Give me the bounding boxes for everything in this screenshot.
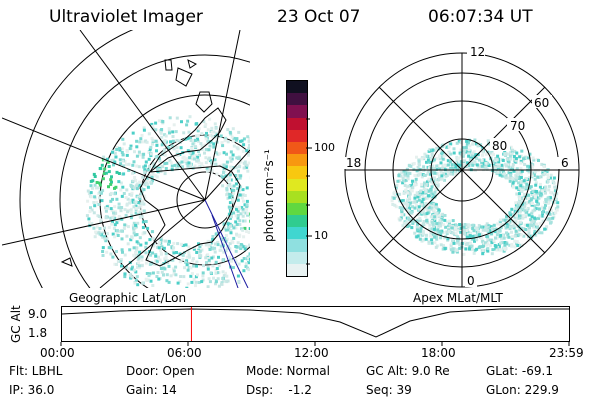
geo-grid — [2, 30, 250, 288]
mlt-12-label: 12 — [470, 45, 486, 59]
time-label: 06:07:34 UT — [428, 7, 533, 27]
colorbar-segment — [287, 227, 307, 240]
mlt-18-label: 18 — [346, 156, 362, 170]
status-gc-alt: GC Alt: 9.0 Re — [366, 364, 450, 378]
status-door: Door: Open — [126, 364, 195, 378]
status-glat: GLat: -69.1 — [486, 364, 553, 378]
left-map-caption: Geographic Lat/Lon — [69, 291, 187, 305]
timeline-panel — [61, 306, 570, 342]
aurora-oval-magnetic — [390, 138, 560, 256]
colorbar-segment — [287, 178, 307, 191]
colorbar-segment — [287, 202, 307, 216]
right-map-caption: Apex MLat/MLT — [413, 291, 503, 305]
app-title: Ultraviolet Imager — [49, 7, 203, 27]
colorbar-segment — [287, 81, 307, 94]
mlt-0-label: 0 — [467, 274, 475, 288]
colorbar-segment — [287, 263, 307, 276]
timeline-axis-label: GC Alt — [9, 305, 23, 343]
status-glon: GLon: 229.9 — [486, 383, 559, 397]
status-mode: Mode: Normal — [246, 364, 330, 378]
colorbar-segment — [287, 93, 307, 106]
colorbar-segment — [287, 239, 307, 252]
colorbar-segment — [287, 166, 307, 179]
colorbar-segment — [287, 154, 307, 167]
colorbar-segment — [287, 251, 307, 264]
timeline-y-top: 9.0 — [28, 307, 48, 321]
timeline-tick-1200: 12:00 — [294, 346, 329, 360]
lat-80-label: 80 — [492, 139, 508, 153]
colorbar-segment — [287, 117, 307, 130]
status-seq: Seq: 39 — [366, 383, 412, 397]
colorbar-segment — [287, 129, 307, 142]
colorbar-segment — [287, 215, 307, 228]
timeline-tick-1800: 18:00 — [421, 346, 456, 360]
date-label: 23 Oct 07 — [277, 7, 361, 27]
colorbar-segment — [287, 105, 307, 118]
status-filter: Flt: LBHL — [9, 364, 63, 378]
status-dsp: Dsp: -1.2 — [246, 383, 312, 397]
colorbar-segment — [287, 190, 307, 203]
lat-70-label: 70 — [510, 119, 526, 133]
colorbar-tick-100: 100 — [314, 141, 335, 154]
mlt-6-label: 6 — [561, 156, 569, 170]
timeline-tick-0600: 06:00 — [167, 346, 202, 360]
lat-60-label: 60 — [534, 96, 550, 110]
colorbar — [286, 80, 308, 277]
timeline-y-bottom: 1.8 — [28, 326, 48, 340]
colorbar-tick-10: 10 — [314, 229, 328, 242]
colorbar-segment — [287, 141, 307, 155]
status-ip: IP: 36.0 — [9, 383, 55, 397]
timeline-tick-0000: 00:00 — [40, 346, 75, 360]
aurora-oval-geographic — [85, 115, 250, 288]
status-gain: Gain: 14 — [126, 383, 177, 397]
timeline-tick-2359: 23:59 — [549, 346, 584, 360]
